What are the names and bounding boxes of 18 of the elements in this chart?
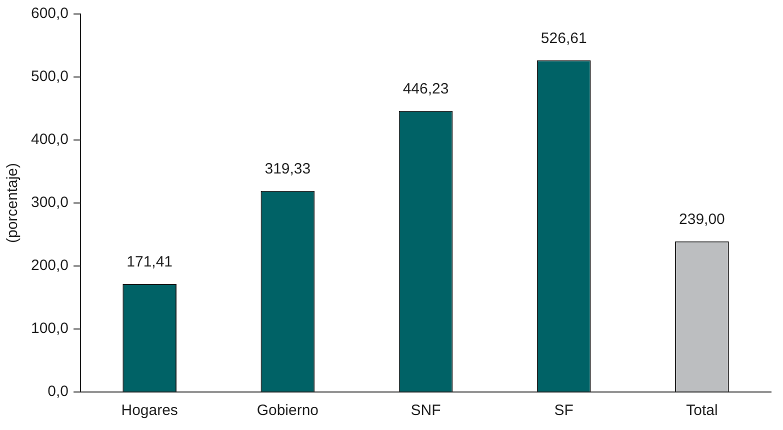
x-tick-label: Total	[686, 402, 718, 420]
x-tick-label: SF	[554, 402, 574, 420]
data-label: 446,23	[402, 80, 449, 98]
x-tick-label: Hogares	[121, 402, 178, 420]
y-tick-label: 200,0	[30, 257, 69, 274]
data-label: 239,00	[679, 211, 725, 228]
x-tick-label: SNF	[410, 402, 441, 420]
y-tick-label: 100,0	[30, 320, 69, 338]
y-tick-label: 300,0	[30, 194, 69, 212]
y-axis-title: (porcentaje)	[4, 162, 22, 244]
data-label: 526,61	[540, 30, 587, 47]
y-tick-label: 400,0	[30, 131, 69, 148]
y-tick-label: 500,0	[30, 68, 69, 86]
data-label: 319,33	[264, 160, 311, 178]
y-tick-label: 600,0	[30, 5, 69, 22]
y-tick-label: 0,0	[48, 383, 69, 400]
x-tick-label: Gobierno	[256, 402, 319, 420]
data-label: 171,41	[126, 254, 173, 271]
